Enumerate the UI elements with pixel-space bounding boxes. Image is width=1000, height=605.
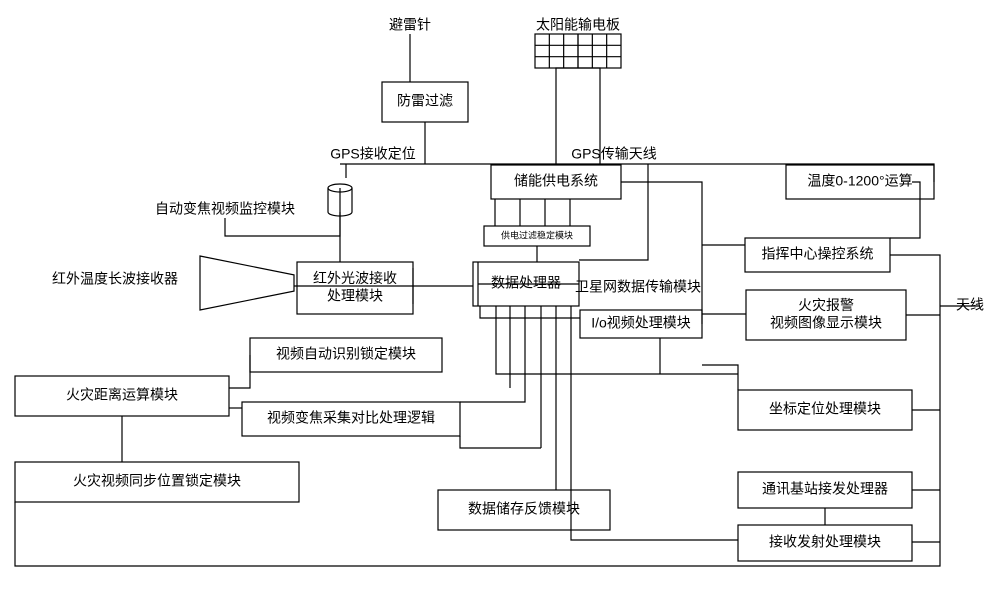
antenna-label: 天线 [956,297,984,313]
edge-39 [460,436,541,448]
fire_alarm-label: 火灾报警 [798,297,854,313]
horn-icon [200,256,294,310]
diagram-canvas: 防雷过滤储能供电系统温度0-1200°运算供电过滤稳定模块红外光波接收处理模块数… [0,0,1000,605]
edge-35 [890,182,920,238]
data_store-label: 数据储存反馈模块 [468,501,580,517]
ir_receiver-label: 红外温度长波接收器 [52,271,178,287]
edge-20 [460,306,525,402]
cmd_center-label: 指挥中心操控系统 [762,246,874,262]
edge-32 [229,355,250,388]
solar_panel-label: 太阳能输电板 [536,17,620,33]
fire_sync_lock-label: 火灾视频同步位置锁定模块 [73,473,241,489]
power_stable-label: 供电过滤稳定模块 [501,229,573,240]
autozoom_video-label: 自动变焦视频监控模块 [155,201,295,217]
lightning_filter-label: 防雷过滤 [397,93,453,109]
rx_tx_proc-label: 接收发射处理模块 [769,534,881,550]
fire_dist-label: 火灾距离运算模块 [66,387,178,403]
edge-17 [480,306,580,318]
ir_proc-label: 红外光波接收 [313,270,397,286]
base_station-label: 通讯基站接发处理器 [762,481,888,497]
edge-23 [571,306,738,540]
temp_calc-label: 温度0-1200°运算 [807,173,912,189]
coord_proc-label: 坐标定位处理模块 [769,401,881,417]
data_proc-label: 数据处理器 [491,275,561,291]
video_compare-label: 视频变焦采集对比处理逻辑 [267,410,435,426]
gps_rx-label: GPS接收定位 [330,146,416,162]
gps_tx_ant-label: GPS传输天线 [571,146,657,162]
lightning_rod-label: 避雷针 [389,17,431,33]
video_lock-label: 视频自动识别锁定模块 [276,346,416,362]
ir_proc-label: 处理模块 [327,287,383,303]
sat_tx-label: 卫星网数据传输模块 [575,279,701,295]
edge-40 [702,365,738,390]
edge-6 [621,182,702,324]
energy_supply-label: 储能供电系统 [514,173,598,189]
fire_alarm-label: 视频图像显示模块 [770,314,882,330]
io_video-label: I/o视频处理模块 [591,315,691,331]
